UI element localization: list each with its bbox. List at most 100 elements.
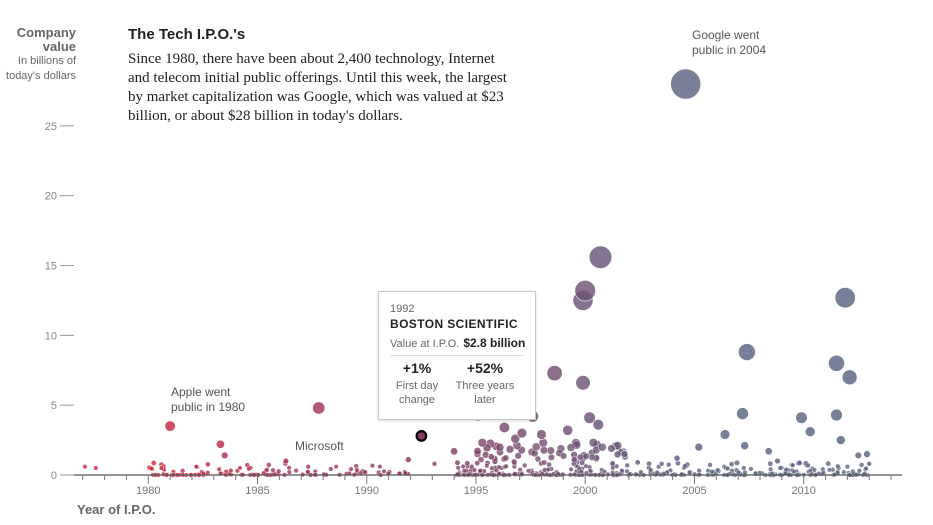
small-ipo-dot[interactable] <box>464 460 471 467</box>
small-ipo-dot[interactable] <box>666 462 672 468</box>
small-ipo-dot[interactable] <box>502 454 510 462</box>
small-ipo-dot[interactable] <box>835 463 841 469</box>
small-ipo-dot[interactable] <box>477 438 487 448</box>
small-ipo-dot[interactable] <box>160 471 166 477</box>
small-ipo-dot[interactable] <box>525 468 531 474</box>
small-ipo-dot[interactable] <box>541 459 548 466</box>
small-ipo-dot[interactable] <box>741 465 747 471</box>
small-ipo-dot[interactable] <box>728 461 735 467</box>
small-ipo-dot[interactable] <box>827 467 833 473</box>
small-ipo-dot[interactable] <box>228 468 234 474</box>
small-ipo-dot[interactable] <box>858 462 865 468</box>
ipo-point[interactable] <box>574 280 596 302</box>
ipo-point[interactable] <box>487 453 495 461</box>
small-ipo-dot[interactable] <box>362 469 368 475</box>
ipo-point[interactable] <box>738 343 756 361</box>
small-ipo-dot[interactable] <box>270 467 276 473</box>
small-ipo-dot[interactable] <box>624 462 630 469</box>
small-ipo-dot[interactable] <box>566 443 576 452</box>
small-ipo-dot[interactable] <box>286 469 292 475</box>
small-ipo-dot[interactable] <box>679 471 685 477</box>
small-ipo-dot[interactable] <box>619 468 625 474</box>
ipo-point[interactable] <box>193 464 199 470</box>
small-ipo-dot[interactable] <box>841 469 847 475</box>
small-ipo-dot[interactable] <box>638 469 644 475</box>
small-ipo-dot[interactable] <box>742 469 748 475</box>
ipo-point[interactable] <box>694 442 704 452</box>
small-ipo-dot[interactable] <box>348 466 354 472</box>
ipo-point[interactable] <box>841 369 858 386</box>
small-ipo-dot[interactable] <box>473 447 482 455</box>
small-ipo-dot[interactable] <box>474 460 481 466</box>
ipo-point[interactable] <box>431 460 438 467</box>
small-ipo-dot[interactable] <box>305 469 311 475</box>
small-ipo-dot[interactable] <box>654 470 660 476</box>
small-ipo-dot[interactable] <box>627 471 633 477</box>
small-ipo-dot[interactable] <box>369 463 375 469</box>
small-ipo-dot[interactable] <box>582 452 590 460</box>
ipo-point[interactable] <box>863 450 871 458</box>
small-ipo-dot[interactable] <box>560 452 568 460</box>
ipo-point[interactable] <box>592 419 604 431</box>
ipo-point[interactable] <box>854 451 862 460</box>
small-ipo-dot[interactable] <box>588 438 598 448</box>
small-ipo-dot[interactable] <box>709 469 715 475</box>
ipo-point[interactable] <box>658 460 665 467</box>
ipo-point[interactable] <box>866 460 873 467</box>
ipo-point[interactable] <box>740 441 750 451</box>
small-ipo-dot[interactable] <box>469 464 475 470</box>
small-ipo-dot[interactable] <box>542 467 548 473</box>
ipo-point[interactable] <box>450 447 459 456</box>
small-ipo-dot[interactable] <box>276 468 282 474</box>
small-ipo-dot[interactable] <box>503 463 509 469</box>
ipo-point[interactable] <box>312 401 326 415</box>
small-ipo-dot[interactable] <box>609 460 616 467</box>
small-ipo-dot[interactable] <box>489 465 495 471</box>
small-ipo-dot[interactable] <box>825 460 832 467</box>
small-ipo-dot[interactable] <box>613 450 622 459</box>
small-ipo-dot[interactable] <box>767 460 774 467</box>
small-ipo-dot[interactable] <box>286 465 292 471</box>
small-ipo-dot[interactable] <box>648 467 654 473</box>
ipo-point[interactable] <box>237 465 243 471</box>
ipo-point[interactable] <box>673 454 681 462</box>
small-ipo-dot[interactable] <box>548 453 555 461</box>
small-ipo-dot[interactable] <box>835 470 841 476</box>
ipo-point[interactable] <box>536 429 547 440</box>
ipo-point[interactable] <box>377 464 383 470</box>
small-ipo-dot[interactable] <box>844 464 850 470</box>
small-ipo-dot[interactable] <box>734 459 740 466</box>
ipo-point[interactable] <box>607 444 616 453</box>
ipo-point[interactable] <box>215 439 225 449</box>
small-ipo-dot[interactable] <box>811 467 817 473</box>
small-ipo-dot[interactable] <box>796 460 803 466</box>
small-ipo-dot[interactable] <box>354 467 360 473</box>
small-ipo-dot[interactable] <box>579 459 585 466</box>
small-ipo-dot[interactable] <box>546 446 555 455</box>
small-ipo-dot[interactable] <box>511 458 518 465</box>
highlighted-ipo-point[interactable] <box>415 430 428 442</box>
small-ipo-dot[interactable] <box>598 443 607 452</box>
small-ipo-dot[interactable] <box>266 462 272 468</box>
small-ipo-dot[interactable] <box>768 466 774 472</box>
ipo-point[interactable] <box>562 424 574 436</box>
ipo-point[interactable] <box>575 375 591 391</box>
small-ipo-dot[interactable] <box>522 462 528 469</box>
ipo-point[interactable] <box>588 245 613 269</box>
ipo-point[interactable] <box>221 451 229 460</box>
small-ipo-dot[interactable] <box>455 465 461 471</box>
small-ipo-dot[interactable] <box>777 465 783 471</box>
small-ipo-dot[interactable] <box>539 446 548 455</box>
ipo-point[interactable] <box>795 411 808 424</box>
small-ipo-dot[interactable] <box>748 466 754 472</box>
small-ipo-dot[interactable] <box>856 468 862 474</box>
small-ipo-dot[interactable] <box>805 462 811 469</box>
small-ipo-dot[interactable] <box>180 468 186 474</box>
ipo-point[interactable] <box>634 459 641 466</box>
ipo-point[interactable] <box>546 365 563 382</box>
small-ipo-dot[interactable] <box>205 461 211 468</box>
ipo-point[interactable] <box>764 447 773 456</box>
ipo-point[interactable] <box>333 464 339 470</box>
small-ipo-dot[interactable] <box>532 442 541 452</box>
ipo-point[interactable] <box>736 407 749 420</box>
